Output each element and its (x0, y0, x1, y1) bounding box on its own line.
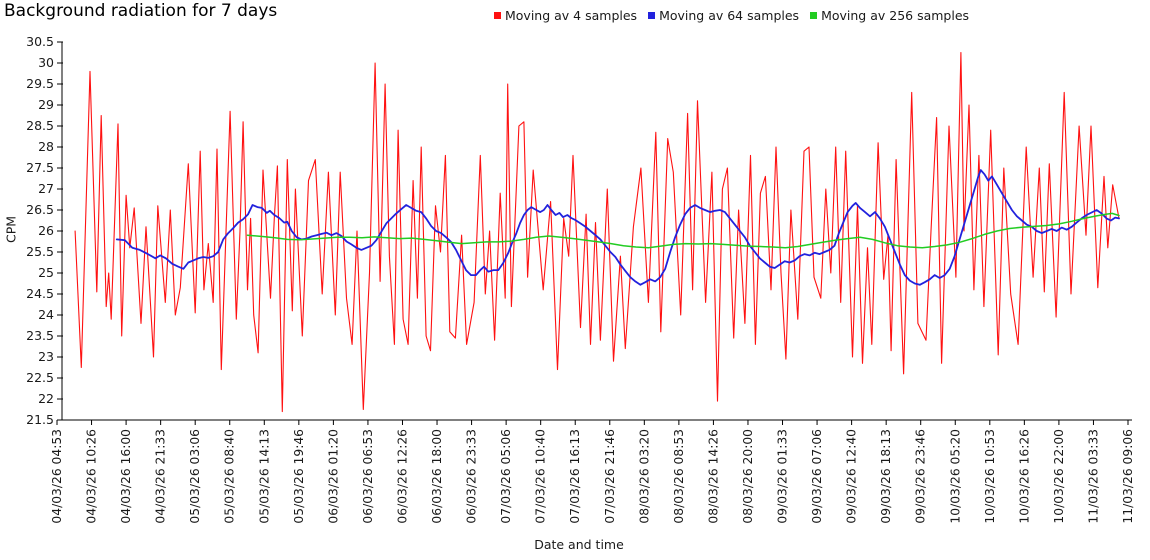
svg-text:22.5: 22.5 (26, 370, 54, 385)
chart-legend: Moving av 4 samples Moving av 64 samples… (494, 8, 969, 23)
svg-text:10/03/26 10:53: 10/03/26 10:53 (983, 429, 997, 524)
svg-text:29.5: 29.5 (26, 76, 54, 91)
svg-text:10/03/26 22:00: 10/03/26 22:00 (1052, 429, 1066, 524)
svg-text:04/03/26 04:53: 04/03/26 04:53 (50, 429, 64, 524)
svg-text:26.5: 26.5 (26, 202, 54, 217)
svg-text:27: 27 (38, 181, 54, 196)
legend-label: Moving av 4 samples (505, 8, 638, 23)
legend-label: Moving av 256 samples (821, 8, 970, 23)
svg-text:10/03/26 16:26: 10/03/26 16:26 (1017, 429, 1031, 524)
svg-text:25.5: 25.5 (26, 244, 54, 259)
svg-text:07/03/26 16:13: 07/03/26 16:13 (568, 429, 582, 524)
svg-text:09/03/26 01:33: 09/03/26 01:33 (776, 429, 790, 524)
svg-text:10/03/26 05:20: 10/03/26 05:20 (948, 429, 962, 524)
svg-text:06/03/26 18:00: 06/03/26 18:00 (430, 429, 444, 524)
svg-text:08/03/26 08:53: 08/03/26 08:53 (672, 429, 686, 524)
svg-text:06/03/26 01:20: 06/03/26 01:20 (326, 429, 340, 524)
svg-text:21.5: 21.5 (26, 412, 54, 427)
svg-text:24.5: 24.5 (26, 286, 54, 301)
x-axis-title: Date and time (534, 537, 624, 552)
legend-item-moving-av-256: Moving av 256 samples (810, 8, 969, 23)
svg-text:29: 29 (38, 97, 54, 112)
chart-title: Background radiation for 7 days (4, 1, 278, 21)
svg-text:23: 23 (38, 349, 54, 364)
svg-text:04/03/26 10:26: 04/03/26 10:26 (85, 429, 99, 524)
svg-text:30: 30 (38, 55, 54, 70)
svg-text:27.5: 27.5 (26, 160, 54, 175)
svg-text:25: 25 (38, 265, 54, 280)
svg-text:08/03/26 03:20: 08/03/26 03:20 (637, 429, 651, 524)
svg-text:08/03/26 14:26: 08/03/26 14:26 (706, 429, 720, 524)
svg-text:28: 28 (38, 139, 54, 154)
legend-label: Moving av 64 samples (659, 8, 800, 23)
svg-text:05/03/26 14:13: 05/03/26 14:13 (257, 429, 271, 524)
svg-text:30.5: 30.5 (26, 34, 54, 49)
svg-text:11/03/26 09:06: 11/03/26 09:06 (1121, 429, 1135, 524)
svg-text:09/03/26 12:40: 09/03/26 12:40 (845, 429, 859, 524)
svg-text:06/03/26 12:26: 06/03/26 12:26 (395, 429, 409, 524)
legend-item-moving-av-64: Moving av 64 samples (648, 8, 799, 23)
y-axis-title: CPM (3, 215, 19, 244)
svg-text:07/03/26 05:06: 07/03/26 05:06 (499, 429, 513, 524)
svg-text:07/03/26 10:40: 07/03/26 10:40 (534, 429, 548, 524)
svg-text:09/03/26 07:06: 09/03/26 07:06 (810, 429, 824, 524)
svg-text:06/03/26 23:33: 06/03/26 23:33 (465, 429, 479, 524)
svg-text:26: 26 (38, 223, 54, 238)
svg-text:22: 22 (38, 391, 54, 406)
svg-text:09/03/26 23:46: 09/03/26 23:46 (914, 429, 928, 524)
legend-swatch-blue-icon (648, 12, 656, 19)
legend-swatch-red-icon (494, 12, 501, 19)
svg-text:08/03/26 20:00: 08/03/26 20:00 (741, 429, 755, 524)
svg-text:05/03/26 03:06: 05/03/26 03:06 (188, 429, 202, 524)
svg-text:24: 24 (38, 307, 54, 322)
svg-text:07/03/26 21:46: 07/03/26 21:46 (603, 429, 617, 524)
svg-text:05/03/26 08:40: 05/03/26 08:40 (223, 429, 237, 524)
svg-text:04/03/26 16:00: 04/03/26 16:00 (119, 429, 133, 524)
legend-item-moving-av-4: Moving av 4 samples (494, 8, 637, 23)
legend-swatch-green-icon (810, 12, 818, 19)
svg-text:11/03/26 03:33: 11/03/26 03:33 (1086, 429, 1100, 524)
svg-text:05/03/26 19:46: 05/03/26 19:46 (292, 429, 306, 524)
svg-text:28.5: 28.5 (26, 118, 54, 133)
svg-text:06/03/26 06:53: 06/03/26 06:53 (361, 429, 375, 524)
svg-text:04/03/26 21:33: 04/03/26 21:33 (154, 429, 168, 524)
svg-text:09/03/26 18:13: 09/03/26 18:13 (879, 429, 893, 524)
svg-text:23.5: 23.5 (26, 328, 54, 343)
